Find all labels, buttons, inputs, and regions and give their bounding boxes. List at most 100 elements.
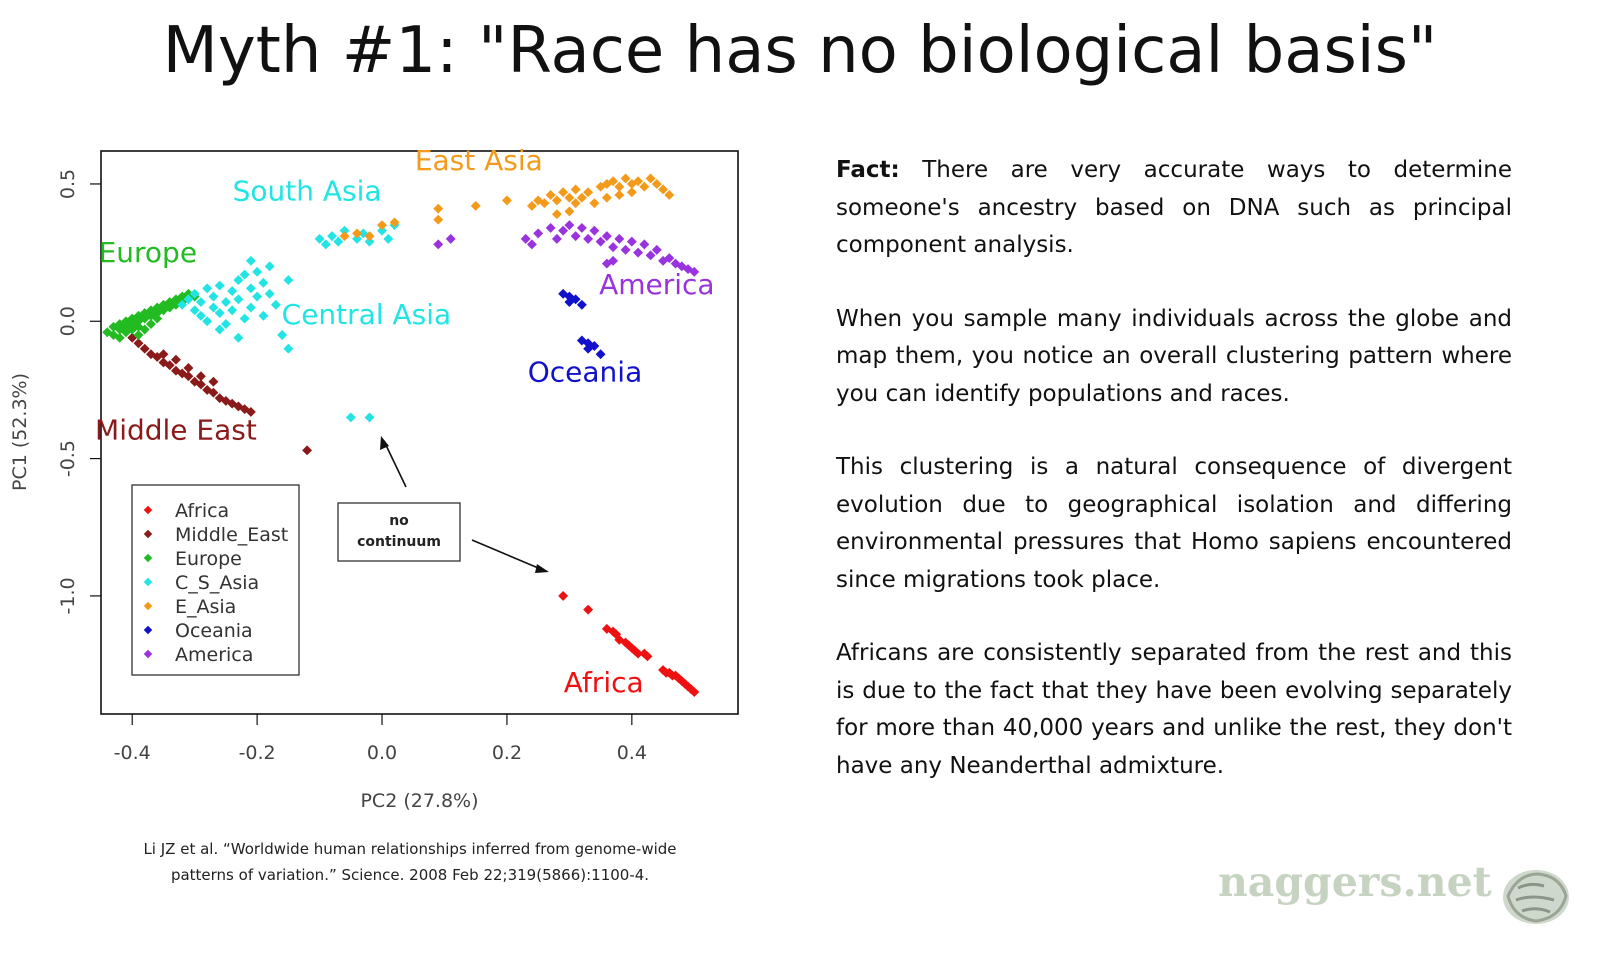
region-label: East Asia [415,144,543,177]
legend-label: Africa [175,500,229,522]
y-tick-label: -0.5 [57,440,79,477]
x-tick-label: 0.2 [492,742,522,764]
data-point [664,189,675,200]
data-point [245,302,256,313]
data-point [470,200,481,211]
data-point [239,269,250,280]
data-point [620,244,631,255]
data-point [364,236,375,247]
x-tick-label: -0.2 [239,742,276,764]
data-point [433,203,444,214]
data-point [645,250,656,261]
data-point [642,651,653,662]
data-point [601,192,612,203]
data-point [433,239,444,250]
data-point [570,294,581,305]
data-point [645,173,656,184]
data-point [651,244,662,255]
data-point [208,376,219,387]
y-tick-label: 0.5 [57,169,79,199]
data-point [189,288,200,299]
legend-box [131,484,300,676]
data-point [245,406,256,417]
annotation-line-2: continuum [357,534,441,550]
data-point [227,305,238,316]
data-point [320,239,331,250]
annotation-arrowhead [380,436,389,450]
citation-line-1: Li JZ et al. “Worldwide human relationsh… [143,840,677,858]
annotation-line-1: no [389,513,409,529]
region-label: Middle East [95,413,257,446]
data-point [608,242,619,253]
data-point [595,236,606,247]
watermark-logo-icon [1503,870,1569,924]
data-point [601,231,612,242]
data-point [239,313,250,324]
data-point [651,179,662,189]
data-point [133,338,144,349]
data-point [614,233,625,244]
data-point [589,198,600,209]
data-point [558,225,569,236]
plot-layer: -0.4 -0.2 0.0 0.2 0.4 0.5 0.0 -0.5 -1.0 PC2 (27.8… [9,144,739,812]
data-point [139,324,150,335]
data-point [377,225,387,236]
region-label: South Asia [233,174,382,207]
data-point [639,239,650,250]
data-point [208,302,219,313]
data-point [364,412,375,423]
data-point [339,225,350,236]
data-point [601,258,612,269]
data-point [258,277,269,288]
data-point [164,360,175,371]
annotation-arrowhead [535,564,549,573]
data-point [339,231,350,242]
data-point [252,266,263,277]
data-point [551,209,562,220]
africa-paragraph: Africans are consistently separated from… [836,640,1512,779]
data-point [139,343,150,354]
data-point [327,231,338,242]
data-point [245,283,256,294]
watermark-text: naggers.net [1218,858,1492,906]
data-point [564,206,575,217]
data-point [170,354,181,365]
x-tick-label: 0.4 [617,742,647,764]
legend-label: E_Asia [175,596,236,618]
legend-label: Europe [175,548,242,570]
data-point [283,343,294,354]
data-point [564,220,575,231]
data-point [177,299,188,310]
data-point [564,192,575,203]
data-point [195,371,206,382]
data-point [345,412,356,423]
legend-label: Oceania [175,620,253,642]
data-point [264,261,275,272]
data-point [689,687,700,697]
slide-title: Myth #1: "Race has no biological basis" [162,14,1438,88]
data-point [526,239,537,250]
data-point [558,590,569,601]
data-point [227,286,238,297]
data-point [314,233,325,244]
data-point [551,233,562,244]
data-point [576,192,587,203]
data-point [277,330,288,340]
region-label: Europe [99,236,197,269]
data-point [583,604,594,615]
data-point [389,217,400,228]
data-point [183,363,194,373]
data-point [583,233,594,244]
x-tick-label: -0.4 [114,742,151,764]
data-point [570,198,581,209]
data-point [433,214,444,225]
region-label: America [599,268,715,301]
data-point [189,305,200,316]
text-panel: Fact: There are very accurate ways to de… [836,152,1512,821]
data-point [258,310,269,321]
data-point [589,225,600,236]
data-point [595,349,606,360]
data-point [195,379,206,390]
citation: Li JZ et al. “Worldwide human relationsh… [90,836,730,888]
data-point [208,387,219,398]
